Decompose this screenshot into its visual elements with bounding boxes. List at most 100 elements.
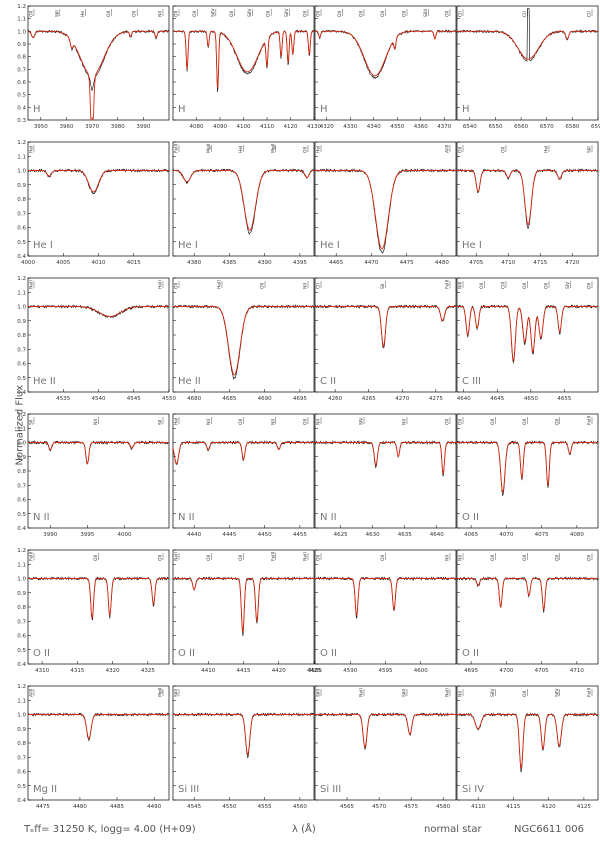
x-tick-label: 4575 [404,804,418,810]
panel-frame [27,5,170,121]
x-tick-label: 4325 [141,668,155,674]
panel-frame [172,549,315,665]
x-tick-label: 4380 [187,260,201,266]
ion-label: Si III [178,784,199,795]
x-tick-label: 4705 [469,260,483,266]
observed-spectrum [314,29,457,79]
spectrum-panel: 0.4 0.5 0.6 0.7 0.8 0.9 1.0 1.1 1.2 4310 4315 4320 4… [17,548,170,674]
line-id-label: CII [458,11,464,17]
line-id-label: OII [192,11,198,17]
line-id-label: MgII [158,688,164,697]
spectrum-panel: 0.3 0.4 0.5 0.6 0.7 0.8 0.9 1.0 1.1 1.2 3950 3960 39… [17,4,170,130]
line-id-label: HeI [316,146,322,153]
y-tick-label: 0.4 [17,254,26,260]
y-tick-label: 1.1 [17,426,26,432]
x-tick-label: 4490 [147,804,161,810]
ion-label: H [33,104,41,115]
line-id-label: OII [238,419,244,425]
x-tick-label: 4710 [570,668,584,674]
y-tick-label: 0.8 [17,333,26,339]
line-id-label: OII [316,11,322,17]
line-id-label: NII [206,419,212,425]
model-spectrum [315,170,456,250]
spectrum-panel: 0.4 0.5 0.6 0.7 0.8 0.9 1.0 1.1 1.2 4475 4480 4485 4… [17,684,170,810]
panel-frame [314,413,457,529]
panel-frame [27,685,170,801]
x-tick-label: 4565 [340,804,354,810]
y-tick-label: 0.7 [17,211,26,217]
line-id-label: CII [316,283,322,289]
spectrum-panel: 4110 4115 4120 4125 NII SiIV OII SiIV FeIII Si IV [456,685,599,810]
footer-x-axis-label: λ (Å) [292,824,316,835]
line-id-label: OII [238,555,244,561]
spectrum-panel: 0.4 0.5 0.6 0.7 0.8 0.9 1.0 1.1 1.2 3990 3995 4000 S… [17,412,170,538]
model-spectrum [28,442,169,465]
x-tick-label: 4080 [190,124,204,130]
x-tick-label: 4700 [499,668,513,674]
line-id-label: MgII [270,144,276,153]
x-tick-label: 4005 [56,260,70,266]
x-tick-label: 4600 [414,668,428,674]
line-id-label: SiIII [402,689,408,697]
y-tick-label: 1.2 [17,276,26,282]
y-tick-label: 1.1 [17,698,26,704]
line-id-label: NII [402,419,408,425]
y-tick-label: 1.2 [17,548,26,554]
line-id-label: HeII [158,280,164,289]
ion-label: C III [462,376,481,387]
x-tick-label: 4080 [570,532,584,538]
spectrum-panel: 4585 4590 4595 4600 OII OII NII O II [308,549,457,674]
line-id-label: NII [316,419,322,425]
spectrum-panel: 6540 6550 6560 6570 6580 6590 CII CII CII H [456,5,600,130]
ion-label: He I [462,240,482,251]
x-tick-label: 4680 [187,396,201,402]
x-tick-label: 4535 [56,396,70,402]
x-tick-label: 4655 [557,396,571,402]
line-id-label: AlIII [445,145,451,153]
line-id-label: OII [402,11,408,17]
panel-frame [456,141,599,257]
spectrum-panel: 4440 4445 4450 4455 HeI NII OII NII OII N II [172,413,315,538]
x-tick-label: 4485 [110,804,124,810]
x-tick-label: 4110 [471,804,485,810]
observed-spectrum [27,168,170,195]
x-tick-label: 4000 [117,532,131,538]
x-tick-label: 4320 [106,668,120,674]
line-id-label: OII [544,283,550,289]
line-id-label: OII [303,11,309,17]
model-spectrum [457,170,598,226]
line-id-label: OII [174,11,180,17]
line-id-label: OII [554,555,560,561]
model-spectrum [27,30,169,121]
line-id-label: OII [206,555,212,561]
line-id-label: OII [522,419,528,425]
line-id-label: OII [174,283,180,289]
x-tick-label: 3995 [80,532,94,538]
spectrum-panel: 4640 4645 4650 4655 NIII OII CIII OII OII SIV OII C… [456,277,599,402]
ion-label: N II [33,512,50,523]
line-id-label: OII [445,419,451,425]
ion-label: O II [33,648,50,659]
x-tick-label: 3990 [136,124,150,130]
line-id-label: HeI [544,146,550,153]
x-tick-label: 4560 [293,804,307,810]
x-tick-label: 4320 [320,124,334,130]
line-id-label: SII [158,419,164,425]
x-tick-label: 4585 [308,668,322,674]
y-tick-label: 1.1 [17,562,26,568]
y-tick-label: 0.4 [17,105,26,111]
line-id-label: NeII [174,552,180,561]
ion-label: O II [178,648,195,659]
panel-frame [27,549,170,665]
y-tick-label: 0.7 [17,483,26,489]
ion-label: H [178,104,186,115]
y-tick-label: 1.1 [17,154,26,160]
y-tick-label: 0.5 [17,512,26,518]
x-tick-label: 4090 [213,124,227,130]
line-id-label: NII [458,691,464,697]
line-id-label: FeIII [174,144,180,153]
ion-label: He II [33,376,56,387]
model-spectrum [28,578,169,620]
x-tick-label: 6550 [488,124,502,130]
